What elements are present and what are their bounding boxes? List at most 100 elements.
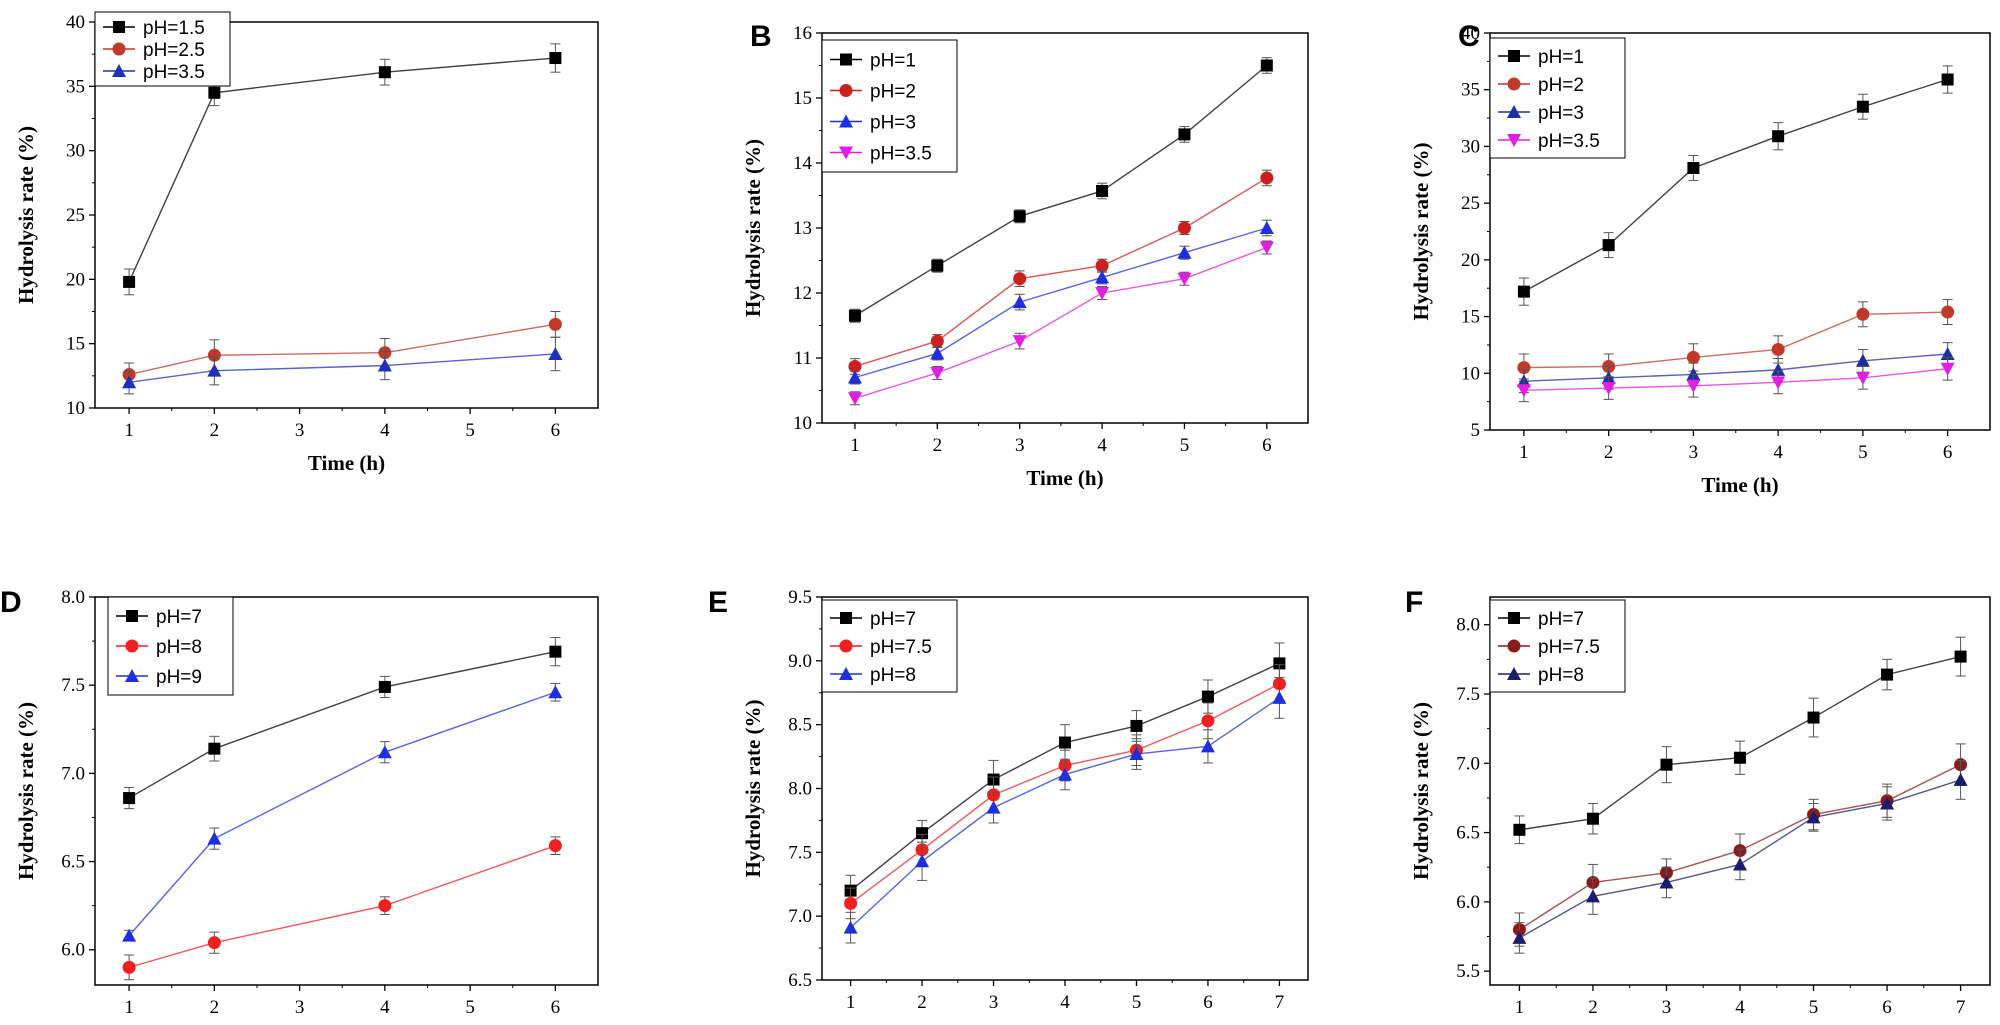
legend-marker [839, 84, 853, 97]
x-tick-label: 3 [1662, 997, 1672, 1018]
data-point [986, 800, 1001, 814]
legend-marker [1508, 612, 1520, 624]
x-tick-label: 2 [210, 420, 220, 441]
data-point [1771, 362, 1786, 376]
data-point [1177, 272, 1192, 286]
y-tick-label: 6.5 [788, 970, 812, 991]
legend: pH=1 pH=2 pH=3 pH=3.5 [1489, 37, 1626, 159]
y-tick-label: 6.5 [61, 852, 85, 873]
series-ph-3-5 [847, 240, 1274, 406]
data-point [548, 346, 563, 360]
data-point [1130, 719, 1143, 732]
legend-label: pH=8 [156, 637, 202, 658]
legend-label: pH=7.5 [1538, 637, 1600, 658]
data-point [1806, 810, 1821, 824]
y-tick-label: 7.5 [1456, 684, 1480, 705]
legend: pH=7 pH=7.5 pH=8 [821, 599, 958, 693]
data-point [1734, 751, 1746, 764]
legend-marker [1507, 667, 1521, 680]
panel-label: F [1405, 586, 1423, 619]
data-point [1807, 711, 1820, 724]
panel-e: E 1 2 3 4 5 6 7 6.5 7.0 7.5 8.0 8.5 9.0 9.5 Time (h) Hyd… [708, 586, 1309, 1025]
y-tick-label: 10 [793, 413, 812, 434]
data-point [549, 52, 562, 65]
data-point [1585, 889, 1600, 903]
data-point [1687, 161, 1700, 174]
legend-label: pH=7 [156, 607, 202, 628]
legend-marker [840, 53, 852, 66]
legend-marker [125, 669, 139, 682]
panel-label: E [708, 586, 728, 619]
series-ph-1 [848, 57, 1273, 323]
legend: pH=7 pH=7.5 pH=8 [1489, 599, 1626, 693]
series-line [854, 227, 1268, 379]
x-tick-label: 1 [1519, 442, 1529, 463]
x-tick-label: 1 [846, 992, 856, 1013]
data-point [1659, 875, 1674, 889]
x-tick-label: 3 [295, 420, 305, 441]
x-axis-label: Time (h) [1701, 473, 1778, 497]
series-ph-2-5 [122, 311, 562, 387]
y-axis-label: Hydrolysis rate (%) [14, 126, 38, 304]
data-point [548, 685, 563, 699]
legend-label: pH=8 [870, 665, 916, 686]
data-point [844, 896, 858, 910]
plot-frame [94, 596, 599, 986]
x-axis-label: Time (h) [1026, 466, 1103, 490]
data-point [1260, 59, 1273, 72]
legend-label: pH=1 [1538, 47, 1584, 68]
series-line [1523, 311, 1948, 369]
series-ph-3 [847, 219, 1274, 385]
data-point [377, 358, 392, 372]
data-point [1201, 690, 1214, 703]
data-point [378, 66, 391, 79]
data-point [1096, 184, 1109, 197]
x-tick-label: 5 [465, 997, 475, 1018]
series-line [129, 353, 556, 383]
series-ph-7 [1513, 636, 1967, 845]
legend-label: pH=2.5 [143, 40, 205, 61]
data-point [1855, 371, 1870, 385]
x-tick-label: 2 [1588, 997, 1598, 1018]
x-tick-label: 6 [1203, 992, 1213, 1013]
x-tick-label: 5 [465, 420, 475, 441]
legend-label: pH=1 [870, 51, 916, 72]
legend-label: pH=3 [870, 113, 916, 134]
x-tick-label: 6 [551, 997, 561, 1018]
x-tick-label: 3 [989, 992, 999, 1013]
x-tick-label: 6 [1943, 442, 1953, 463]
data-point [930, 366, 945, 380]
data-point [1940, 362, 1955, 376]
data-point [931, 259, 944, 272]
x-tick-label: 4 [380, 997, 390, 1018]
legend-marker [1507, 134, 1521, 147]
data-point [1686, 379, 1701, 393]
data-point [1941, 305, 1955, 319]
series-ph-2 [848, 169, 1274, 375]
x-tick-label: 5 [1132, 992, 1142, 1013]
y-tick-label: 16 [793, 23, 812, 44]
data-point [847, 392, 862, 406]
legend-label: pH=3.5 [1538, 131, 1600, 152]
x-axis-label: Time (h) [308, 451, 385, 475]
series-line [854, 64, 1268, 317]
data-point [843, 920, 858, 934]
data-point [847, 370, 862, 384]
series-line [1523, 368, 1948, 391]
legend-label: pH=3 [1538, 103, 1584, 124]
legend-marker [839, 146, 853, 160]
y-tick-label: 6.0 [1456, 892, 1480, 913]
data-point [1272, 690, 1287, 704]
y-tick-label: 15 [1461, 307, 1480, 328]
x-tick-label: 7 [1275, 992, 1285, 1013]
data-point [1177, 245, 1192, 259]
x-tick-label: 1 [124, 997, 134, 1018]
data-point [1940, 347, 1955, 361]
x-tick-label: 4 [380, 420, 390, 441]
data-point [1660, 758, 1673, 771]
x-tick-label: 6 [1882, 997, 1892, 1018]
x-tick-label: 1 [850, 435, 860, 456]
x-tick-label: 3 [295, 997, 305, 1018]
